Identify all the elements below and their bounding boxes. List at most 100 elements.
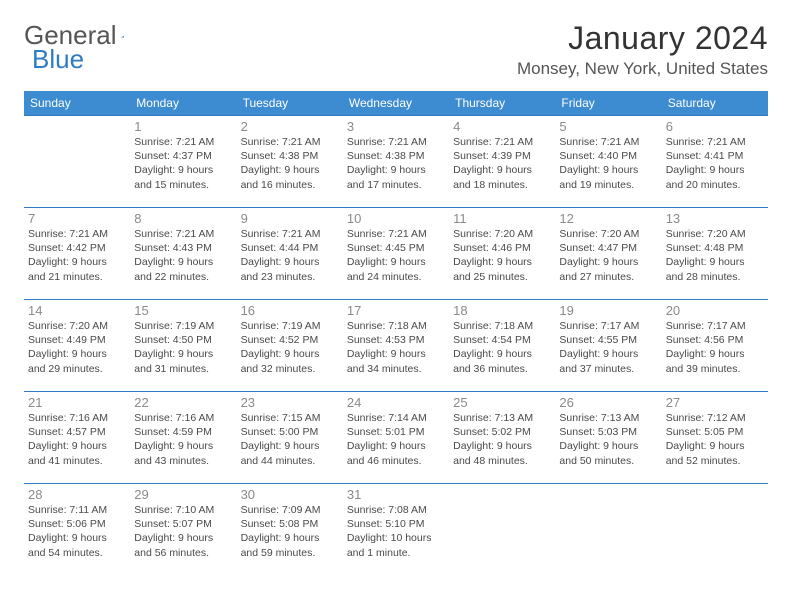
daylight-line: Daylight: 9 hours — [347, 255, 445, 269]
sunrise-line: Sunrise: 7:20 AM — [28, 319, 126, 333]
sunrise-line: Sunrise: 7:21 AM — [241, 227, 339, 241]
day-header-row: Sunday Monday Tuesday Wednesday Thursday… — [24, 91, 768, 116]
calendar-cell: 9Sunrise: 7:21 AMSunset: 4:44 PMDaylight… — [237, 208, 343, 300]
sunset-line: Sunset: 5:02 PM — [453, 425, 551, 439]
daylight-line: Daylight: 9 hours — [453, 255, 551, 269]
sunrise-line: Sunrise: 7:17 AM — [666, 319, 764, 333]
sunset-line: Sunset: 4:50 PM — [134, 333, 232, 347]
sunrise-line: Sunrise: 7:21 AM — [347, 227, 445, 241]
sunrise-line: Sunrise: 7:17 AM — [559, 319, 657, 333]
daylight-line: Daylight: 9 hours — [28, 255, 126, 269]
day-number: 1 — [134, 119, 232, 134]
sunrise-line: Sunrise: 7:18 AM — [453, 319, 551, 333]
day-header: Tuesday — [237, 91, 343, 116]
day-number: 15 — [134, 303, 232, 318]
calendar-cell: 15Sunrise: 7:19 AMSunset: 4:50 PMDayligh… — [130, 300, 236, 392]
sunset-line: Sunset: 4:38 PM — [241, 149, 339, 163]
daylight-line: and 24 minutes. — [347, 270, 445, 284]
sunrise-line: Sunrise: 7:14 AM — [347, 411, 445, 425]
calendar-week-row: 28Sunrise: 7:11 AMSunset: 5:06 PMDayligh… — [24, 484, 768, 576]
daylight-line: Daylight: 9 hours — [241, 163, 339, 177]
sunset-line: Sunset: 4:59 PM — [134, 425, 232, 439]
daylight-line: Daylight: 9 hours — [666, 163, 764, 177]
calendar-cell: 18Sunrise: 7:18 AMSunset: 4:54 PMDayligh… — [449, 300, 555, 392]
sunrise-line: Sunrise: 7:21 AM — [666, 135, 764, 149]
location-label: Monsey, New York, United States — [517, 59, 768, 79]
calendar-cell: 19Sunrise: 7:17 AMSunset: 4:55 PMDayligh… — [555, 300, 661, 392]
sunset-line: Sunset: 4:40 PM — [559, 149, 657, 163]
sunset-line: Sunset: 4:42 PM — [28, 241, 126, 255]
logo-triangle-icon — [121, 27, 125, 45]
daylight-line: and 46 minutes. — [347, 454, 445, 468]
daylight-line: and 15 minutes. — [134, 178, 232, 192]
day-number: 5 — [559, 119, 657, 134]
header: General January 2024 Monsey, New York, U… — [24, 20, 768, 79]
sunrise-line: Sunrise: 7:13 AM — [453, 411, 551, 425]
daylight-line: Daylight: 9 hours — [453, 347, 551, 361]
day-number: 8 — [134, 211, 232, 226]
sunset-line: Sunset: 4:38 PM — [347, 149, 445, 163]
daylight-line: and 56 minutes. — [134, 546, 232, 560]
day-header: Monday — [130, 91, 236, 116]
day-number: 30 — [241, 487, 339, 502]
sunrise-line: Sunrise: 7:16 AM — [134, 411, 232, 425]
daylight-line: and 17 minutes. — [347, 178, 445, 192]
calendar-cell: 8Sunrise: 7:21 AMSunset: 4:43 PMDaylight… — [130, 208, 236, 300]
day-number: 7 — [28, 211, 126, 226]
calendar-cell: 5Sunrise: 7:21 AMSunset: 4:40 PMDaylight… — [555, 116, 661, 208]
daylight-line: Daylight: 9 hours — [241, 439, 339, 453]
calendar-grid: Sunday Monday Tuesday Wednesday Thursday… — [24, 91, 768, 576]
day-number: 17 — [347, 303, 445, 318]
calendar-cell: 7Sunrise: 7:21 AMSunset: 4:42 PMDaylight… — [24, 208, 130, 300]
sunrise-line: Sunrise: 7:12 AM — [666, 411, 764, 425]
calendar-cell — [662, 484, 768, 576]
sunset-line: Sunset: 4:55 PM — [559, 333, 657, 347]
sunrise-line: Sunrise: 7:20 AM — [559, 227, 657, 241]
sunrise-line: Sunrise: 7:20 AM — [666, 227, 764, 241]
sunset-line: Sunset: 4:43 PM — [134, 241, 232, 255]
daylight-line: and 43 minutes. — [134, 454, 232, 468]
calendar-cell: 17Sunrise: 7:18 AMSunset: 4:53 PMDayligh… — [343, 300, 449, 392]
daylight-line: Daylight: 10 hours — [347, 531, 445, 545]
calendar-week-row: 14Sunrise: 7:20 AMSunset: 4:49 PMDayligh… — [24, 300, 768, 392]
day-number: 12 — [559, 211, 657, 226]
sunrise-line: Sunrise: 7:15 AM — [241, 411, 339, 425]
day-number: 27 — [666, 395, 764, 410]
sunrise-line: Sunrise: 7:10 AM — [134, 503, 232, 517]
sunrise-line: Sunrise: 7:20 AM — [453, 227, 551, 241]
daylight-line: and 21 minutes. — [28, 270, 126, 284]
daylight-line: and 20 minutes. — [666, 178, 764, 192]
day-number: 18 — [453, 303, 551, 318]
sunrise-line: Sunrise: 7:21 AM — [347, 135, 445, 149]
sunset-line: Sunset: 4:37 PM — [134, 149, 232, 163]
sunset-line: Sunset: 5:07 PM — [134, 517, 232, 531]
daylight-line: and 22 minutes. — [134, 270, 232, 284]
daylight-line: Daylight: 9 hours — [666, 255, 764, 269]
day-number: 25 — [453, 395, 551, 410]
calendar-cell: 2Sunrise: 7:21 AMSunset: 4:38 PMDaylight… — [237, 116, 343, 208]
sunset-line: Sunset: 4:49 PM — [28, 333, 126, 347]
day-number: 21 — [28, 395, 126, 410]
daylight-line: Daylight: 9 hours — [134, 255, 232, 269]
day-number: 22 — [134, 395, 232, 410]
day-number: 11 — [453, 211, 551, 226]
calendar-cell: 6Sunrise: 7:21 AMSunset: 4:41 PMDaylight… — [662, 116, 768, 208]
sunset-line: Sunset: 5:06 PM — [28, 517, 126, 531]
sunrise-line: Sunrise: 7:13 AM — [559, 411, 657, 425]
sunrise-line: Sunrise: 7:09 AM — [241, 503, 339, 517]
day-number: 24 — [347, 395, 445, 410]
sunset-line: Sunset: 4:47 PM — [559, 241, 657, 255]
sunrise-line: Sunrise: 7:21 AM — [559, 135, 657, 149]
daylight-line: Daylight: 9 hours — [559, 163, 657, 177]
daylight-line: and 32 minutes. — [241, 362, 339, 376]
calendar-week-row: 7Sunrise: 7:21 AMSunset: 4:42 PMDaylight… — [24, 208, 768, 300]
month-title: January 2024 — [517, 20, 768, 57]
title-block: January 2024 Monsey, New York, United St… — [517, 20, 768, 79]
sunset-line: Sunset: 4:54 PM — [453, 333, 551, 347]
daylight-line: and 1 minute. — [347, 546, 445, 560]
daylight-line: and 52 minutes. — [666, 454, 764, 468]
day-number: 13 — [666, 211, 764, 226]
day-number: 16 — [241, 303, 339, 318]
daylight-line: and 27 minutes. — [559, 270, 657, 284]
day-header: Friday — [555, 91, 661, 116]
